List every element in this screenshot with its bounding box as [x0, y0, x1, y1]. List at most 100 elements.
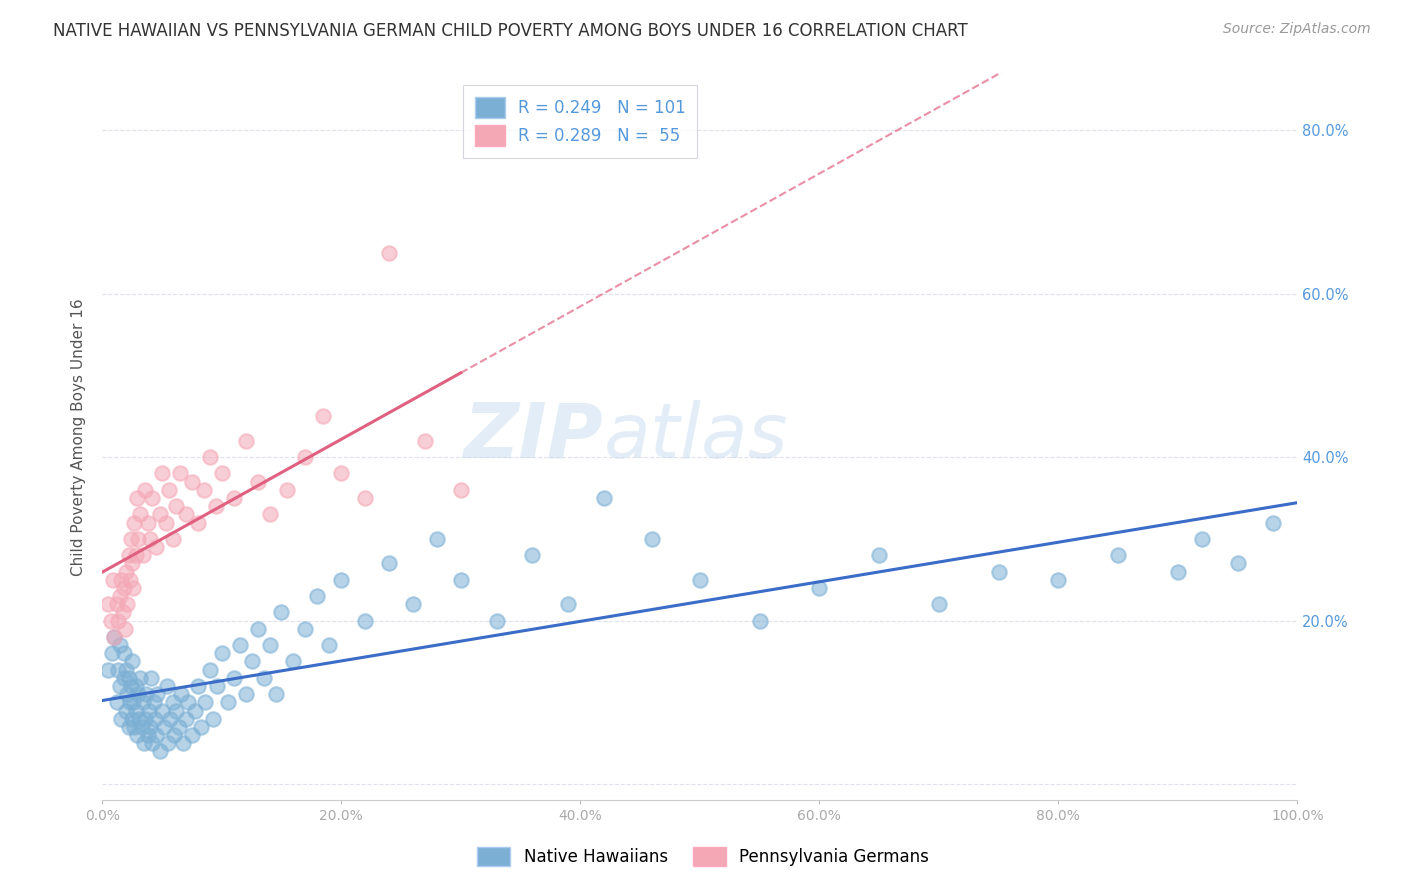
Point	[125, 728, 148, 742]
Point	[117, 720, 139, 734]
Point	[141, 736, 163, 750]
Point	[1167, 565, 1189, 579]
Point	[108, 589, 131, 603]
Point	[235, 687, 257, 701]
Point	[246, 475, 269, 489]
Point	[125, 491, 148, 505]
Point	[124, 720, 146, 734]
Point	[107, 663, 129, 677]
Point	[174, 508, 197, 522]
Point	[97, 597, 120, 611]
Point	[117, 548, 139, 562]
Point	[117, 671, 139, 685]
Point	[105, 597, 128, 611]
Point	[169, 467, 191, 481]
Point	[174, 712, 197, 726]
Point	[190, 720, 212, 734]
Point	[148, 508, 170, 522]
Point	[128, 712, 150, 726]
Point	[150, 704, 173, 718]
Point	[139, 532, 162, 546]
Legend: R = 0.249   N = 101, R = 0.289   N =  55: R = 0.249 N = 101, R = 0.289 N = 55	[463, 85, 697, 158]
Point	[124, 679, 146, 693]
Point	[808, 581, 831, 595]
Point	[110, 573, 132, 587]
Point	[135, 687, 157, 701]
Point	[107, 614, 129, 628]
Point	[205, 679, 228, 693]
Point	[108, 679, 131, 693]
Point	[170, 687, 193, 701]
Point	[928, 597, 950, 611]
Point	[283, 655, 305, 669]
Point	[354, 491, 377, 505]
Point	[157, 483, 180, 497]
Point	[115, 704, 138, 718]
Point	[235, 434, 257, 448]
Point	[198, 663, 221, 677]
Point	[450, 573, 472, 587]
Point	[222, 671, 245, 685]
Point	[136, 728, 159, 742]
Point	[153, 720, 176, 734]
Point	[124, 704, 146, 718]
Point	[112, 581, 135, 595]
Point	[1263, 516, 1285, 530]
Point	[132, 695, 155, 709]
Point	[117, 687, 139, 701]
Point	[211, 646, 233, 660]
Point	[143, 712, 166, 726]
Point	[276, 483, 298, 497]
Point	[134, 483, 156, 497]
Point	[118, 573, 141, 587]
Point	[177, 695, 200, 709]
Point	[180, 475, 202, 489]
Point	[121, 557, 143, 571]
Point	[150, 467, 173, 481]
Point	[246, 622, 269, 636]
Point	[122, 581, 145, 595]
Point	[138, 704, 160, 718]
Point	[156, 736, 179, 750]
Point	[134, 712, 156, 726]
Point	[378, 557, 401, 571]
Point	[330, 467, 353, 481]
Point	[485, 614, 508, 628]
Point	[129, 508, 152, 522]
Point	[121, 655, 143, 669]
Point	[122, 695, 145, 709]
Point	[156, 679, 179, 693]
Point	[222, 491, 245, 505]
Point	[868, 548, 890, 562]
Point	[294, 450, 316, 465]
Point	[162, 695, 184, 709]
Point	[101, 573, 124, 587]
Point	[426, 532, 449, 546]
Point	[294, 622, 316, 636]
Point	[124, 548, 146, 562]
Point	[100, 646, 122, 660]
Point	[180, 728, 202, 742]
Point	[641, 532, 664, 546]
Point	[108, 638, 131, 652]
Point	[1107, 548, 1129, 562]
Point	[187, 679, 209, 693]
Point	[1226, 557, 1249, 571]
Point	[127, 687, 149, 701]
Point	[194, 695, 217, 709]
Point	[270, 606, 292, 620]
Point	[120, 679, 142, 693]
Point	[131, 720, 153, 734]
Point	[141, 491, 163, 505]
Point	[139, 720, 162, 734]
Point	[167, 720, 190, 734]
Point	[148, 744, 170, 758]
Point	[318, 638, 340, 652]
Point	[112, 671, 135, 685]
Point	[145, 540, 167, 554]
Point	[132, 548, 155, 562]
Point	[330, 573, 353, 587]
Point	[522, 548, 544, 562]
Point	[450, 483, 472, 497]
Point	[413, 434, 436, 448]
